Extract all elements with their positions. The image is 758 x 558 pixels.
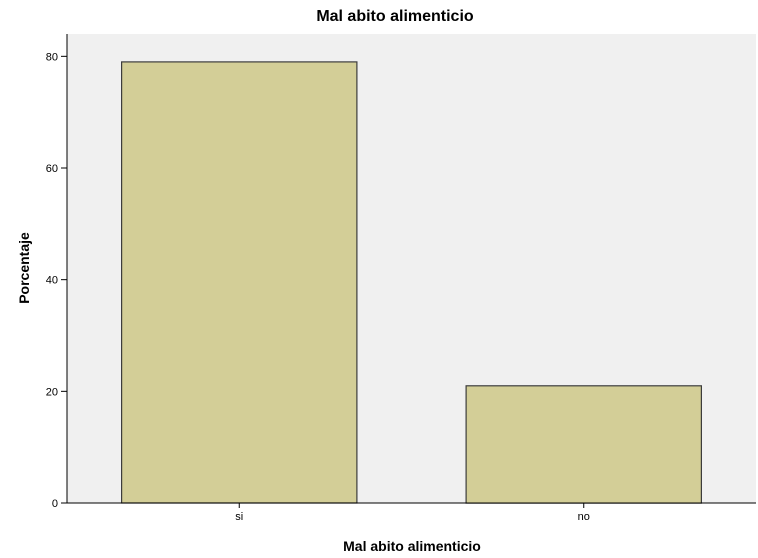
bar-si — [120, 61, 358, 504]
y-tick-label: 0 — [52, 498, 58, 510]
y-tick-label: 60 — [46, 163, 58, 175]
y-tick-label: 80 — [46, 51, 58, 63]
x-tick-label-si: si — [235, 511, 243, 523]
x-axis: si no — [67, 502, 756, 523]
y-axis-title: Porcentaje — [16, 232, 32, 304]
chart-title: Mal abito alimenticio — [316, 8, 474, 25]
bar-no — [465, 385, 703, 504]
y-tick-label: 20 — [46, 386, 58, 398]
y-axis: 0 20 40 60 80 — [46, 34, 68, 510]
y-tick-label: 40 — [46, 275, 58, 287]
x-tick-label-no: no — [578, 511, 590, 523]
bars-group — [120, 61, 703, 504]
x-axis-title: Mal abito alimenticio — [343, 538, 481, 554]
